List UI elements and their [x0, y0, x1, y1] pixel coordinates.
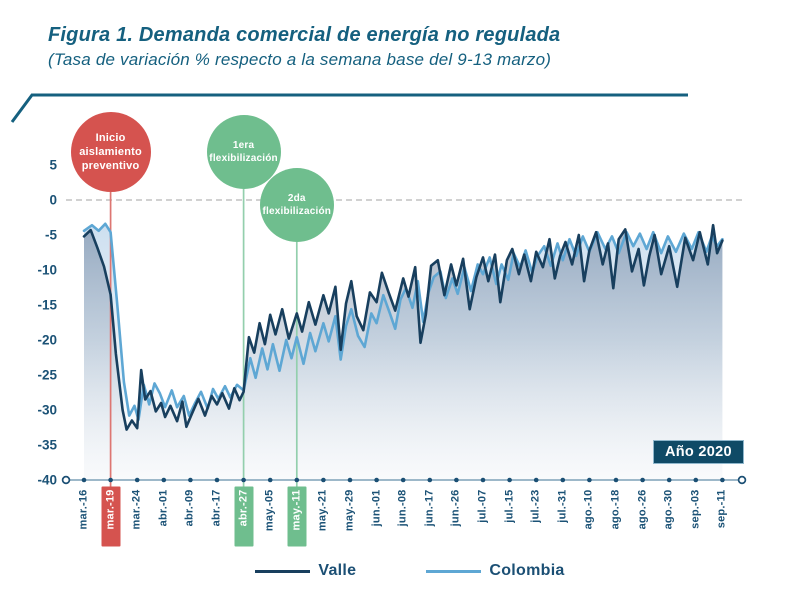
- x-tick-label: abr.-27: [234, 486, 254, 547]
- y-tick-label: -15: [37, 298, 57, 313]
- colombia-line-swatch: [426, 569, 482, 573]
- tick-dot: [480, 477, 486, 483]
- tick-dot: [241, 477, 246, 483]
- tick-dot: [134, 477, 140, 483]
- chart-area: 5 0 -5 -10 -15 -20 -25 -30 -35 -40 Inicio aislamie…: [0, 110, 800, 570]
- primera-flexibilizacion-circle: 1era flexibilización: [206, 115, 281, 189]
- segunda-flexibilizacion-circle: 2da flexibilización: [259, 168, 334, 242]
- x-tick-label: may.-11: [287, 486, 307, 547]
- y-tick-label: -30: [37, 403, 57, 418]
- legend-item-colombia: Colombia: [426, 562, 564, 580]
- y-tick-label: -10: [37, 263, 57, 278]
- y-tick-label: 0: [49, 193, 57, 208]
- y-tick-label: 5: [49, 158, 57, 173]
- chart-legend: Valle Colombia: [60, 556, 760, 586]
- line-chart-svg: 5 0 -5 -10 -15 -20 -25 -30 -35 -40: [37, 158, 747, 488]
- x-tick-label: mar.-24: [130, 489, 143, 530]
- tick-dot: [321, 477, 326, 483]
- y-tick-label: -25: [37, 368, 57, 383]
- year-badge: Año 2020: [653, 440, 744, 464]
- tick-dot: [454, 477, 459, 483]
- x-tick-label: mar.-19: [101, 486, 121, 547]
- tick-dot: [81, 477, 87, 483]
- decorative-border-line: [10, 93, 688, 123]
- tick-dot: [613, 477, 619, 483]
- x-tick-label: ago.-26: [636, 489, 649, 530]
- tick-dot: [560, 477, 566, 483]
- x-tick-label: sep.-03: [689, 489, 702, 529]
- x-tick-label: jul.-15: [503, 489, 516, 523]
- x-tick-label: sep.-11: [715, 489, 728, 529]
- y-tick-label: -20: [37, 333, 57, 348]
- x-tick-label: jul.-31: [556, 489, 569, 523]
- tick-dot: [400, 477, 406, 483]
- valle-line-swatch: [255, 569, 311, 573]
- x-tick-label: may.-21: [316, 489, 329, 532]
- x-tick-label: jun.-26: [449, 489, 462, 527]
- tick-dot: [214, 477, 220, 483]
- axis-start-circle: [61, 475, 71, 485]
- tick-dot: [188, 477, 193, 483]
- valle-area: [84, 225, 723, 480]
- x-tick-label: mar.-16: [77, 489, 90, 530]
- axis-end-circle: [737, 475, 747, 485]
- tick-dot: [666, 477, 672, 483]
- tick-dot: [108, 477, 113, 483]
- tick-dot: [161, 477, 167, 483]
- figure-title: Figura 1. Demanda comercial de energía n…: [48, 24, 561, 46]
- tick-dot: [507, 477, 512, 483]
- x-tick-label: jun.-08: [396, 489, 409, 527]
- inicio-aislamiento-circle: Inicio aislamiento preventivo: [70, 112, 151, 192]
- legend-label-valle: Valle: [318, 562, 357, 579]
- x-tick-label: abr.-01: [157, 489, 170, 527]
- y-tick-label: -40: [37, 473, 57, 488]
- x-tick-label: may.-29: [343, 489, 356, 532]
- x-tick-label: jun.-01: [370, 489, 383, 527]
- legend-item-valle: Valle: [255, 562, 356, 580]
- x-tick-label: ago.-18: [609, 489, 622, 530]
- tick-dot: [294, 477, 300, 483]
- tick-dot: [427, 477, 433, 483]
- x-tick-label: ago.-10: [582, 489, 595, 530]
- tick-dot: [347, 477, 353, 483]
- y-tick-label: -5: [45, 228, 57, 243]
- tick-dot: [640, 477, 645, 483]
- tick-dot: [720, 477, 725, 483]
- x-tick-label: jul.-23: [529, 489, 542, 523]
- x-tick-label: may.-05: [263, 489, 276, 532]
- x-tick-label: abr.-09: [183, 489, 196, 527]
- tick-dot: [267, 477, 273, 483]
- tick-dot: [693, 477, 699, 483]
- x-tick-label: abr.-17: [210, 489, 223, 527]
- legend-label-colombia: Colombia: [489, 562, 565, 579]
- x-tick-label: ago.-30: [662, 489, 675, 530]
- tick-dot: [587, 477, 592, 483]
- valle-line: [82, 223, 724, 431]
- x-tick-label: jul.-07: [476, 489, 489, 523]
- tick-dot: [533, 477, 539, 483]
- colombia-line: [82, 222, 724, 422]
- y-tick-label: -35: [37, 438, 57, 453]
- tick-dot: [374, 477, 379, 483]
- figure-subtitle: (Tasa de variación % respecto a la seman…: [48, 50, 552, 69]
- x-tick-label: jun.-17: [423, 489, 436, 527]
